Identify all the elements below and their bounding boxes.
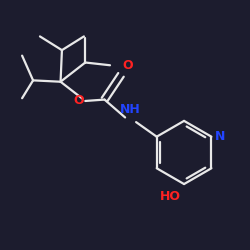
Text: O: O — [73, 94, 84, 107]
Text: O: O — [122, 59, 133, 72]
Text: HO: HO — [160, 190, 181, 203]
Text: NH: NH — [120, 103, 141, 116]
Text: N: N — [215, 130, 225, 143]
